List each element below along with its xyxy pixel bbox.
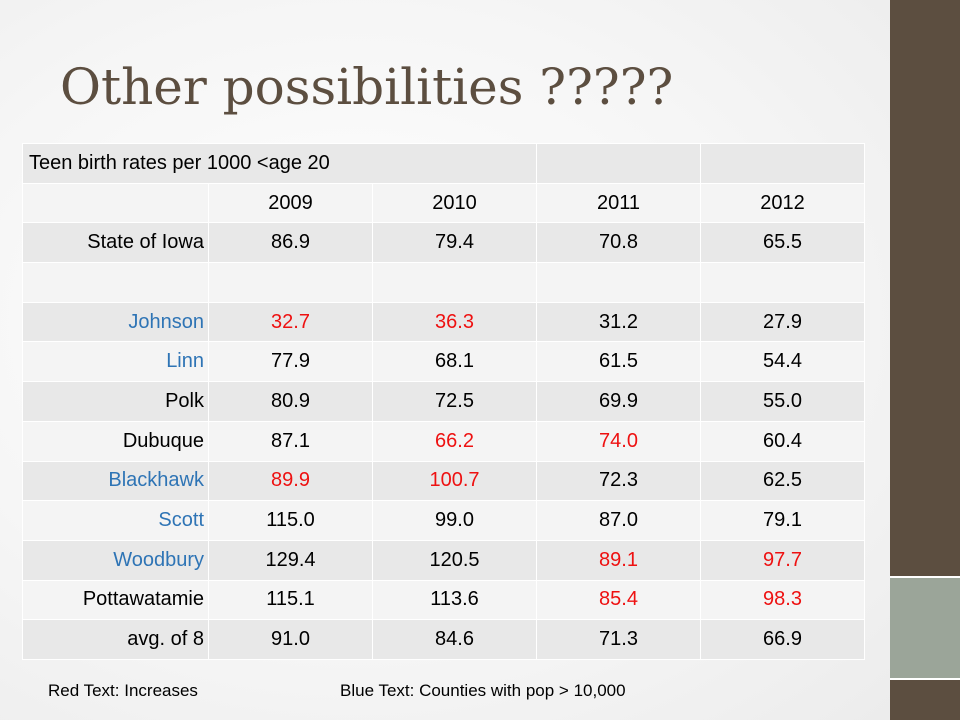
rate-value: 36.3 [371,301,538,343]
table-row: Scott 115.0 99.0 87.0 79.1 [22,500,866,541]
row-label: Woodbury [22,539,209,581]
rate-value: 79.4 [371,222,538,264]
rate-value: 31.2 [536,301,702,343]
rate-value: 115.1 [208,579,373,621]
rate-value [536,262,702,303]
table-row: Linn 77.9 68.1 61.5 54.4 [22,341,866,383]
table-row: Dubuque 87.1 66.2 74.0 60.4 [22,420,866,462]
table-row: Johnson 32.7 36.3 31.2 27.9 [22,301,866,343]
rate-value: 55.0 [700,381,866,422]
rate-value: 85.4 [536,579,702,621]
table-row: State of Iowa 86.9 79.4 70.8 65.5 [22,222,866,264]
side-band-divider [890,678,960,680]
rate-value [700,262,866,303]
rate-value: 115.0 [208,500,373,541]
rate-value: 98.3 [700,579,866,621]
table-row: Pottawatamie 115.1 113.6 85.4 98.3 [22,579,866,621]
rate-value: 62.5 [700,460,866,502]
rate-value: 100.7 [371,460,538,502]
table-row: avg. of 8 91.0 84.6 71.3 66.9 [22,619,866,660]
rate-value: 129.4 [208,539,373,581]
rate-value [208,262,373,303]
table-caption: Teen birth rates per 1000 <age 20 [21,143,538,184]
rate-value: 71.3 [536,619,702,660]
rate-value: 65.5 [700,222,866,264]
rate-value: 72.3 [536,460,702,502]
rate-value: 32.7 [208,301,373,343]
side-band-middle [890,578,960,678]
rate-value: 87.1 [208,420,373,462]
rate-value: 84.6 [371,619,538,660]
year-header: 2012 [700,182,866,224]
row-label: Pottawatamie [22,579,209,621]
birth-rate-table: Teen birth rates per 1000 <age 20 2009 2… [21,143,866,660]
table-body: Teen birth rates per 1000 <age 20 2009 2… [21,143,866,660]
rate-value: 87.0 [536,500,702,541]
rate-value: 89.9 [208,460,373,502]
year-header-row: 2009 2010 2011 2012 [22,182,866,224]
year-header: 2011 [536,182,702,224]
blue-text-note: Blue Text: Counties with pop > 10,000 [340,681,626,700]
rate-value: 99.0 [371,500,538,541]
rate-value: 120.5 [371,539,538,581]
rate-value: 79.1 [700,500,866,541]
rate-value: 97.7 [700,539,866,581]
rate-value: 66.2 [371,420,538,462]
rate-value [371,262,538,303]
rate-value: 60.4 [700,420,866,462]
side-band-divider [890,576,960,578]
rate-value: 74.0 [536,420,702,462]
rate-value: 113.6 [371,579,538,621]
rate-value: 68.1 [371,341,538,383]
year-header: 2009 [208,182,373,224]
caption-row: Teen birth rates per 1000 <age 20 [21,143,866,184]
row-label: State of Iowa [22,222,209,264]
table-row [22,262,866,303]
rate-value: 66.9 [700,619,866,660]
row-label: Polk [22,381,209,422]
rate-value: 54.4 [700,341,866,383]
rate-value: 61.5 [536,341,702,383]
row-label: avg. of 8 [22,619,209,660]
row-label: Dubuque [22,420,209,462]
table-cell [22,182,209,224]
rate-value: 80.9 [208,381,373,422]
table-row: Polk 80.9 72.5 69.9 55.0 [22,381,866,422]
slide-title: Other possibilities ????? [60,58,674,116]
rate-value: 70.8 [536,222,702,264]
year-header: 2010 [371,182,538,224]
rate-value: 72.5 [371,381,538,422]
rate-value: 77.9 [208,341,373,383]
row-label: Johnson [22,301,209,343]
rate-value: 86.9 [208,222,373,264]
row-label: Blackhawk [22,460,209,502]
rate-value: 89.1 [536,539,702,581]
red-text-note: Red Text: Increases [48,681,198,700]
side-band-top [890,0,960,578]
table-row: Blackhawk 89.9 100.7 72.3 62.5 [22,460,866,502]
side-band-bottom [890,678,960,720]
table-row: Woodbury 129.4 120.5 89.1 97.7 [22,539,866,581]
row-label: Linn [22,341,209,383]
rate-value: 27.9 [700,301,866,343]
row-label [22,262,209,303]
row-label: Scott [22,500,209,541]
rate-value: 91.0 [208,619,373,660]
table-cell [536,143,702,184]
table-cell [700,143,866,184]
rate-value: 69.9 [536,381,702,422]
